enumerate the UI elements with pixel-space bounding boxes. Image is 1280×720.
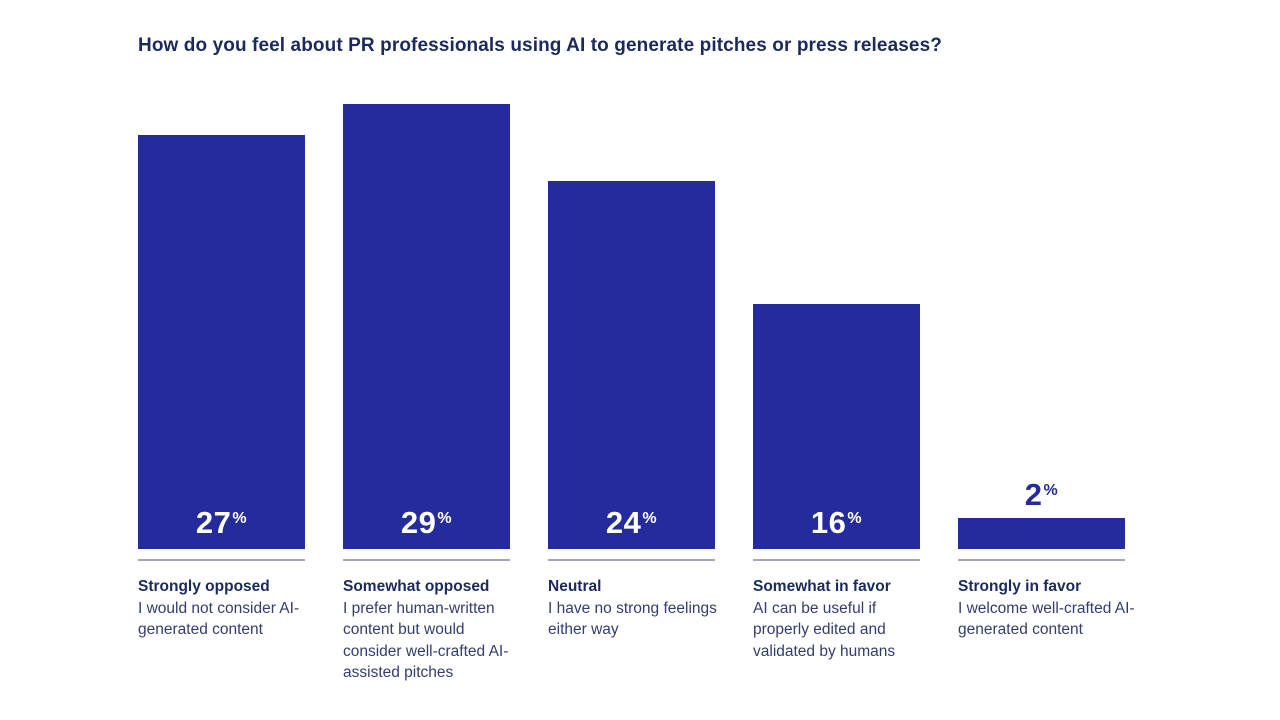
percent-sign: % — [642, 510, 658, 528]
bar — [753, 304, 920, 549]
bar-column: 24% Neutral I have no strong feelings eith… — [548, 0, 717, 720]
bar-value-label: 24% — [548, 507, 715, 538]
bar-caption: Somewhat opposed I prefer human-written c… — [343, 576, 521, 684]
column-separator — [958, 559, 1125, 561]
chart-title: How do you feel about PR professionals u… — [138, 35, 942, 56]
bar-value-label: 16% — [753, 507, 920, 538]
percent-sign: % — [232, 510, 248, 528]
category-heading: Neutral — [548, 578, 602, 595]
percent-sign: % — [437, 510, 453, 528]
bar-column: 27% Strongly opposed I would not consider … — [138, 0, 305, 720]
bar-caption: Somewhat in favor AI can be useful if pro… — [753, 576, 931, 662]
percent-sign: % — [847, 510, 863, 528]
bar-value-number: 2 — [1024, 477, 1043, 512]
category-description: AI can be useful if properly edited and … — [753, 599, 896, 660]
bar-value-label: 2% — [958, 479, 1125, 510]
bar-column: 16% Somewhat in favor AI can be useful if … — [753, 0, 920, 720]
category-description: I have no strong feelings either way — [548, 599, 717, 639]
column-separator — [753, 559, 920, 561]
bar — [138, 135, 305, 549]
bar — [958, 518, 1125, 549]
bar-column: 29% Somewhat opposed I prefer human-writte… — [343, 0, 510, 720]
bar-value-label: 27% — [138, 507, 305, 538]
bar-column: 2% Strongly in favor I welcome well-crafte… — [958, 0, 1135, 720]
column-separator — [138, 559, 305, 561]
category-heading: Somewhat opposed — [343, 578, 490, 595]
category-description: I prefer human-written content but would… — [343, 599, 509, 682]
category-heading: Strongly in favor — [958, 578, 1082, 595]
category-description: I would not consider AI-generated conten… — [138, 599, 300, 639]
bar-caption: Neutral I have no strong feelings either … — [548, 576, 726, 641]
bar-value-number: 29 — [400, 505, 437, 540]
column-separator — [548, 559, 715, 561]
bar — [343, 104, 510, 549]
percent-sign: % — [1043, 482, 1059, 500]
category-heading: Somewhat in favor — [753, 578, 891, 595]
category-description: I welcome well-crafted AI-generated cont… — [958, 599, 1135, 639]
bar-value-label: 29% — [343, 507, 510, 538]
bar-value-number: 16 — [810, 505, 847, 540]
bar-value-number: 24 — [605, 505, 642, 540]
bar-caption: Strongly opposed I would not consider AI-… — [138, 576, 316, 641]
column-separator — [343, 559, 510, 561]
category-heading: Strongly opposed — [138, 578, 270, 595]
bar-caption: Strongly in favor I welcome well-crafted … — [958, 576, 1136, 641]
bar — [548, 181, 715, 549]
bar-value-number: 27 — [195, 505, 232, 540]
